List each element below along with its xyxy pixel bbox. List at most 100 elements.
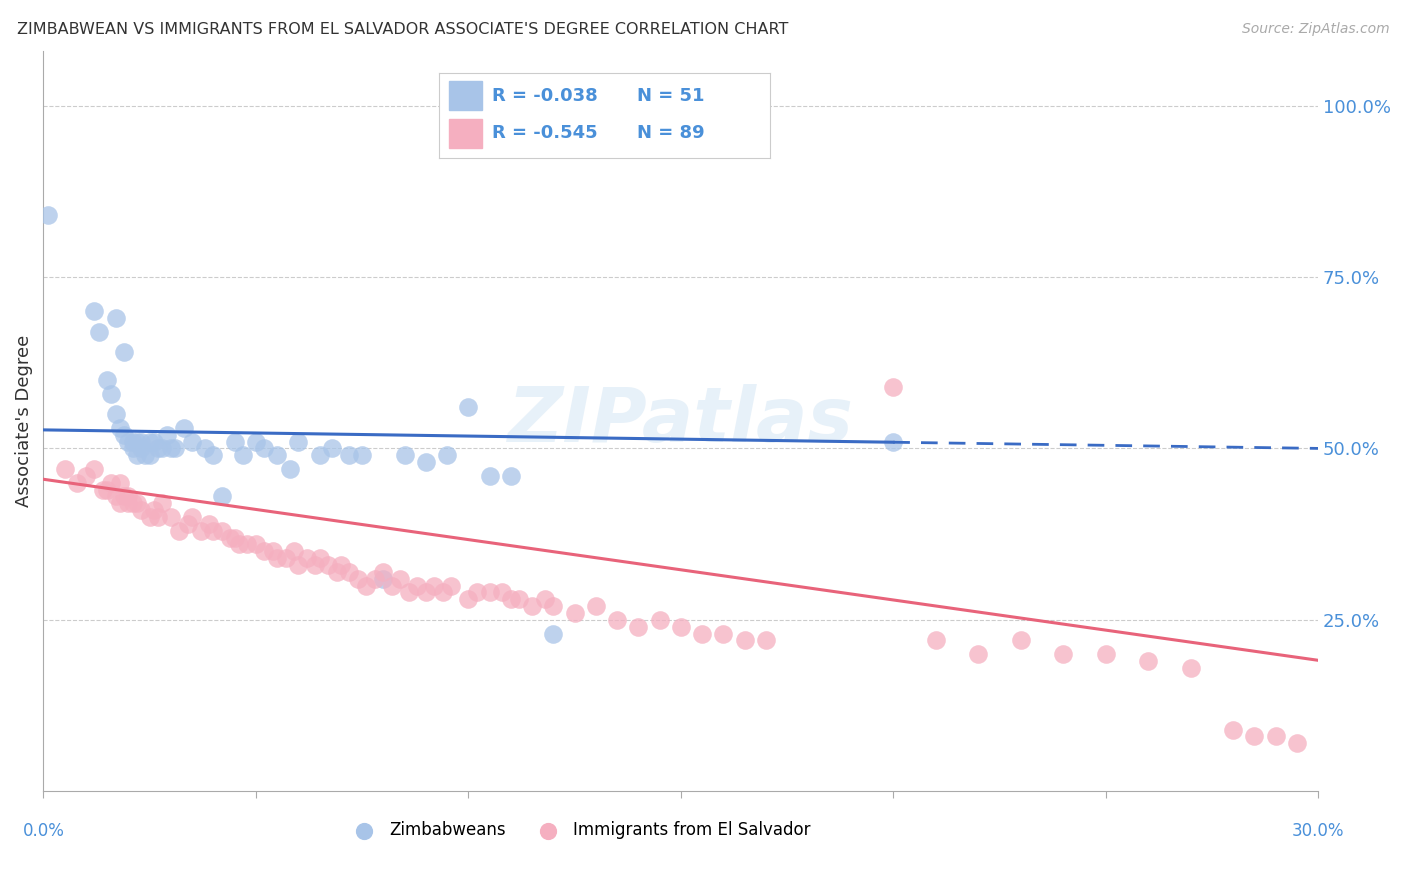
Point <box>150 496 173 510</box>
Point <box>356 578 378 592</box>
Point <box>108 421 131 435</box>
Point <box>352 448 374 462</box>
Point <box>177 516 200 531</box>
Point <box>262 544 284 558</box>
Point <box>508 592 530 607</box>
Point <box>53 462 76 476</box>
Point <box>37 208 59 222</box>
Text: ZIPatlas: ZIPatlas <box>508 384 853 458</box>
Point <box>432 585 454 599</box>
Point <box>1285 736 1308 750</box>
Point <box>381 578 404 592</box>
Point <box>478 585 501 599</box>
Point <box>121 434 143 449</box>
Point <box>690 626 713 640</box>
Point <box>150 442 173 456</box>
Point <box>245 434 267 449</box>
Point <box>138 434 160 449</box>
Point <box>198 516 221 531</box>
Point <box>194 442 217 456</box>
Point <box>253 442 276 456</box>
Point <box>585 599 607 614</box>
Point <box>440 578 463 592</box>
Point <box>564 606 586 620</box>
Point <box>125 434 148 449</box>
Point <box>117 496 139 510</box>
Point <box>190 524 212 538</box>
Point <box>108 496 131 510</box>
Point <box>134 448 156 462</box>
Point <box>457 592 479 607</box>
Point <box>1243 730 1265 744</box>
Point <box>219 531 242 545</box>
Point <box>406 578 429 592</box>
Point <box>415 585 437 599</box>
Point <box>224 531 246 545</box>
Point <box>347 572 370 586</box>
Point <box>112 345 135 359</box>
Point <box>283 544 305 558</box>
Point <box>160 510 183 524</box>
Point <box>173 421 195 435</box>
Point <box>627 620 650 634</box>
Point <box>1137 654 1160 668</box>
Point <box>232 448 254 462</box>
Point <box>337 448 360 462</box>
Point <box>202 524 225 538</box>
Point <box>287 558 309 572</box>
Point <box>125 496 148 510</box>
Point <box>925 633 948 648</box>
Point <box>882 380 904 394</box>
Point <box>112 427 135 442</box>
Point <box>274 551 297 566</box>
Point <box>648 613 671 627</box>
Text: 30.0%: 30.0% <box>1292 822 1344 840</box>
Point <box>520 599 543 614</box>
Point <box>266 448 288 462</box>
Point <box>287 434 309 449</box>
Point <box>669 620 692 634</box>
Point <box>543 626 565 640</box>
Point <box>415 455 437 469</box>
Point <box>1052 647 1074 661</box>
Point <box>96 483 118 497</box>
Point <box>236 537 259 551</box>
Point <box>83 304 105 318</box>
Point <box>543 599 565 614</box>
Point <box>108 475 131 490</box>
Point <box>169 524 191 538</box>
Point <box>457 401 479 415</box>
Point <box>100 386 122 401</box>
Point <box>181 510 204 524</box>
Point <box>308 448 330 462</box>
Point <box>711 626 734 640</box>
Point <box>304 558 326 572</box>
Point <box>478 468 501 483</box>
Point <box>142 503 165 517</box>
Point <box>394 448 416 462</box>
Point <box>1094 647 1116 661</box>
Point <box>316 558 339 572</box>
Point <box>129 434 152 449</box>
Point <box>491 585 513 599</box>
Point <box>278 462 301 476</box>
Point <box>1222 723 1244 737</box>
Point <box>337 565 360 579</box>
Point <box>882 434 904 449</box>
Point <box>104 490 127 504</box>
Point <box>160 442 183 456</box>
Point <box>389 572 412 586</box>
Point <box>734 633 756 648</box>
Point <box>253 544 276 558</box>
Point <box>364 572 387 586</box>
Point <box>75 468 97 483</box>
Point <box>138 448 160 462</box>
Point <box>228 537 250 551</box>
Point <box>129 442 152 456</box>
Point <box>373 572 395 586</box>
Point <box>146 510 169 524</box>
Point <box>211 490 233 504</box>
Point <box>373 565 395 579</box>
Point <box>96 373 118 387</box>
Point <box>142 434 165 449</box>
